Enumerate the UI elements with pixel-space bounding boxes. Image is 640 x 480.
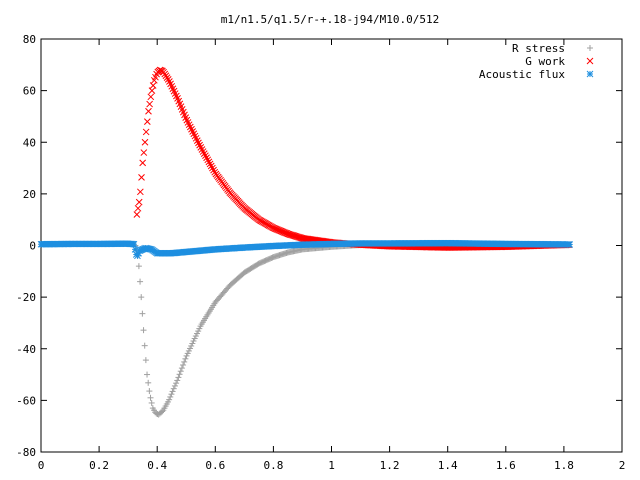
data-point xyxy=(209,164,216,172)
data-point xyxy=(136,188,144,196)
data-point xyxy=(142,357,149,364)
data-point xyxy=(182,355,189,362)
x-tick-label: 0.2 xyxy=(89,459,109,472)
data-point xyxy=(159,408,166,415)
data-point xyxy=(146,388,153,395)
data-point xyxy=(171,382,178,389)
x-tick-label: 0.6 xyxy=(205,459,225,472)
legend-marker xyxy=(587,45,593,51)
data-point xyxy=(141,138,149,146)
data-point xyxy=(203,154,210,162)
data-point xyxy=(148,399,155,406)
data-point xyxy=(134,204,142,212)
data-point xyxy=(149,82,157,89)
y-tick-label: 0 xyxy=(29,240,36,253)
data-point xyxy=(140,149,148,156)
data-point xyxy=(206,160,214,168)
data-point xyxy=(138,174,145,181)
data-point xyxy=(147,394,154,401)
data-point xyxy=(200,150,208,157)
series-g-work xyxy=(133,66,573,251)
data-point xyxy=(148,87,156,94)
y-tick-label: -60 xyxy=(16,394,36,407)
y-tick-label: -40 xyxy=(16,343,36,356)
data-point xyxy=(141,342,148,349)
legend-marker xyxy=(586,57,594,65)
x-tick-label: 0.4 xyxy=(147,459,167,472)
data-point xyxy=(199,148,207,155)
data-point xyxy=(168,391,175,398)
series-r-stress xyxy=(132,241,572,418)
data-point xyxy=(198,146,206,153)
data-point xyxy=(169,388,176,395)
data-point xyxy=(142,128,150,136)
data-point xyxy=(135,263,142,270)
tick-labels: 0 0.2 0.4 0.6 0.8 1 1.2 1.4 1.6 1.8 2 80 60 40 20 0 -20 -… xyxy=(16,33,625,472)
data-point xyxy=(170,385,177,392)
legend-label: R stress xyxy=(512,42,565,55)
x-tick-label: 1.8 xyxy=(554,459,574,472)
data-point xyxy=(178,365,185,372)
data-point xyxy=(173,380,180,387)
legend-label: Acoustic flux xyxy=(479,68,565,81)
y-tick-label: 40 xyxy=(23,136,36,149)
data-point xyxy=(166,396,173,403)
data-point xyxy=(202,152,209,160)
data-point xyxy=(133,211,141,218)
data-point xyxy=(204,156,212,164)
data-point xyxy=(207,162,215,170)
x-tick-label: 1.6 xyxy=(496,459,516,472)
data-point xyxy=(139,310,146,317)
data-point xyxy=(164,76,172,83)
y-tick-label: 60 xyxy=(23,85,36,98)
y-tick-label: 80 xyxy=(23,33,36,46)
data-point xyxy=(145,107,152,115)
data-point xyxy=(174,377,181,384)
legend-marker xyxy=(586,70,594,78)
data-point xyxy=(175,374,182,381)
data-point xyxy=(139,159,147,167)
data-point xyxy=(210,166,217,174)
data-point xyxy=(144,371,151,378)
data-point xyxy=(140,327,147,334)
data-point xyxy=(181,358,188,365)
data-point xyxy=(138,294,145,301)
data-point xyxy=(180,362,187,369)
data-point xyxy=(146,100,154,108)
x-tick-label: 2 xyxy=(619,459,626,472)
data-point xyxy=(145,379,152,386)
data-point xyxy=(137,278,144,285)
x-tick-label: 1 xyxy=(328,459,335,472)
data-point xyxy=(147,93,155,101)
x-tick-label: 0 xyxy=(38,459,45,472)
data-point xyxy=(176,371,183,378)
x-tick-label: 1.4 xyxy=(438,459,458,472)
series-acoustic-flux xyxy=(37,239,574,260)
x-tick-label: 1.2 xyxy=(380,459,400,472)
legend-label: G work xyxy=(525,55,565,68)
chart-title: m1/n1.5/q1.5/r-+.18-j94/M10.0/512 xyxy=(221,13,440,26)
y-tick-label: -80 xyxy=(16,446,36,459)
y-tick-label: -20 xyxy=(16,291,36,304)
data-point xyxy=(197,144,205,151)
y-tick-label: 20 xyxy=(23,188,36,201)
x-tick-label: 0.8 xyxy=(263,459,283,472)
series-layer xyxy=(37,66,574,418)
data-point xyxy=(205,158,213,166)
data-point xyxy=(143,118,151,125)
data-point xyxy=(566,241,574,248)
axis-ticks xyxy=(41,39,622,452)
data-point xyxy=(130,240,138,248)
data-point xyxy=(167,393,174,400)
data-point xyxy=(135,198,143,206)
data-point xyxy=(177,368,184,375)
